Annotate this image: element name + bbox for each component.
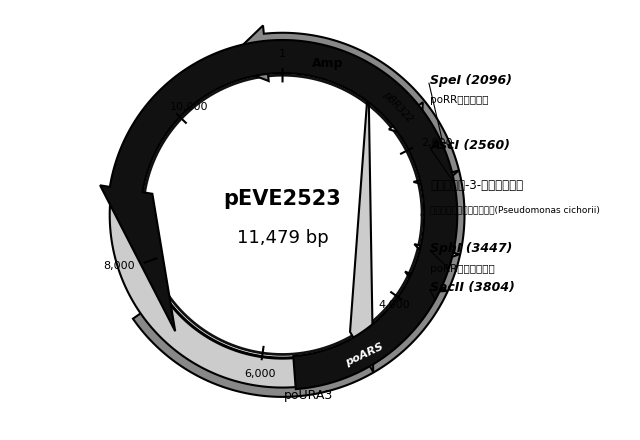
Text: 2,000: 2,000	[421, 138, 453, 148]
Text: pBR322: pBR322	[381, 89, 415, 125]
Text: 11,479 bp: 11,479 bp	[237, 229, 328, 246]
Text: 10,000: 10,000	[170, 102, 208, 112]
Polygon shape	[100, 40, 457, 389]
Text: 8,000: 8,000	[103, 261, 135, 271]
Text: 1: 1	[279, 49, 286, 59]
Text: 6,000: 6,000	[244, 370, 276, 379]
Text: シュードモナス・チコリィ(Pseudomonas cichorii): シュードモナス・チコリィ(Pseudomonas cichorii)	[430, 205, 600, 214]
Polygon shape	[109, 42, 373, 388]
Text: 4,000: 4,000	[378, 301, 410, 310]
Text: SacII (3804): SacII (3804)	[430, 281, 515, 294]
Polygon shape	[133, 26, 465, 397]
Text: poARS: poARS	[344, 342, 385, 368]
Text: poRRプロモータ: poRRプロモータ	[430, 95, 489, 105]
Text: SphI (3447): SphI (3447)	[430, 242, 513, 256]
Text: pEVE2523: pEVE2523	[223, 189, 341, 209]
Polygon shape	[414, 186, 460, 264]
Polygon shape	[405, 260, 447, 292]
Text: poRRターミネータ: poRRターミネータ	[430, 264, 495, 274]
Text: poURA3: poURA3	[284, 389, 333, 402]
Text: Amp: Amp	[312, 57, 343, 70]
Text: AscI (2560): AscI (2560)	[430, 139, 510, 152]
Text: SpeI (2096): SpeI (2096)	[430, 74, 513, 87]
Text: タガトース-3-エピメラーゼ: タガトース-3-エピメラーゼ	[430, 180, 524, 192]
Polygon shape	[360, 70, 423, 139]
Polygon shape	[413, 144, 458, 188]
